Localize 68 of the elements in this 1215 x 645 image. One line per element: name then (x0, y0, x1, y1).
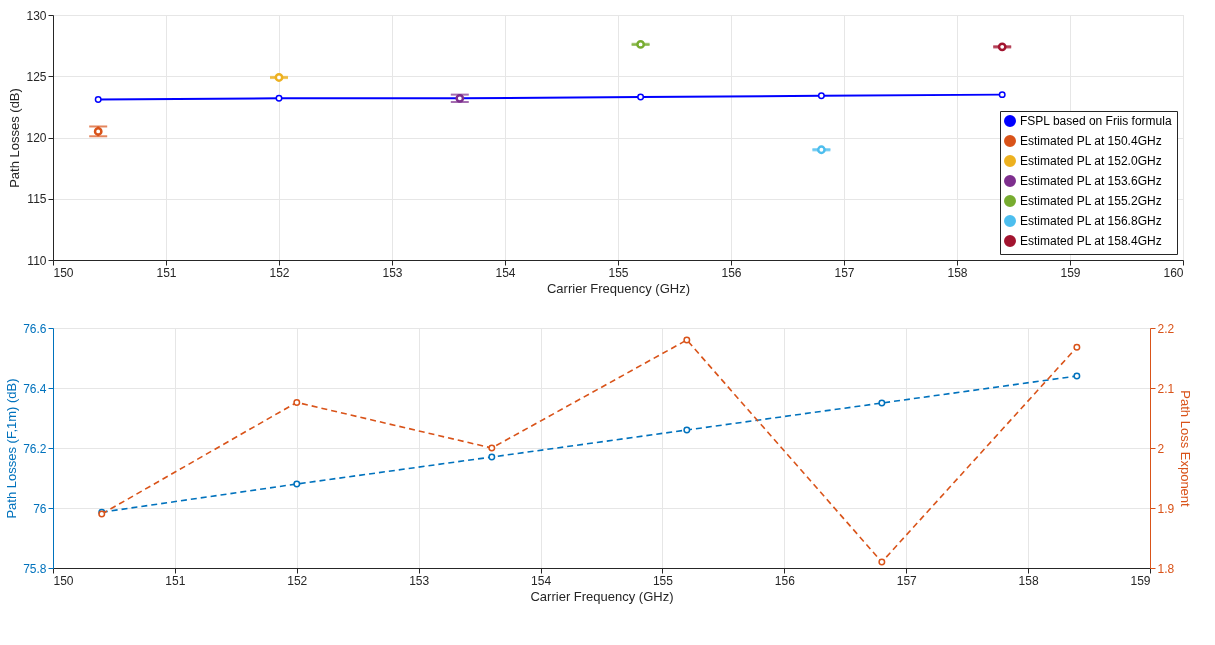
x-tick-label: 157 (834, 265, 855, 280)
x-tick-label: 159 (1130, 573, 1151, 588)
x-tick-label: 157 (896, 573, 918, 588)
point (488, 444, 496, 452)
legend-label: Estimated PL at 153.6GHz (1020, 174, 1162, 188)
y-tick-label: 76 (33, 501, 47, 516)
point (683, 426, 691, 434)
y2-tick-label: 2.2 (1157, 321, 1175, 336)
x-tick-label: 154 (531, 573, 552, 588)
point (1073, 343, 1081, 351)
legend-label: Estimated PL at 152.0GHz (1020, 154, 1162, 168)
x-tick-label: 151 (156, 265, 177, 280)
y-tick-label: 120 (26, 131, 47, 145)
y-tick-label: 130 (26, 8, 47, 23)
point (998, 91, 1006, 99)
y-tick-label: 75.8 (23, 561, 47, 576)
x-tick-label: 156 (721, 265, 742, 280)
point (636, 39, 646, 49)
y-tick-label: 115 (27, 192, 47, 207)
legend-label: Estimated PL at 150.4GHz (1020, 134, 1162, 148)
x-tick-label: 153 (409, 573, 430, 588)
x-tick-label: 151 (165, 573, 186, 588)
point (293, 480, 301, 488)
y-tick-label: 76.6 (23, 321, 47, 336)
y-axis-title: Path Losses (dB) (7, 88, 23, 188)
legend-label: FSPL based on Friis formula (1020, 114, 1172, 128)
x-tick-label: 155 (608, 265, 629, 280)
y-tick-label: 76.4 (23, 381, 47, 396)
y-tick-label: 76.2 (23, 441, 47, 456)
point (878, 558, 886, 566)
point (293, 398, 301, 406)
y-tick-label: 125 (26, 69, 47, 84)
x-tick-label: 155 (652, 573, 674, 588)
y2-tick-label: 2 (1157, 441, 1165, 456)
point (817, 92, 825, 100)
x-tick-label: 152 (269, 265, 290, 280)
x-tick-label: 158 (1018, 573, 1039, 588)
x-tick-label: 154 (495, 265, 516, 280)
x-axis-title: Carrier Frequency (GHz) (530, 588, 674, 604)
y-tick-label: 110 (27, 253, 47, 268)
point (683, 336, 691, 344)
x-tick-label: 160 (1163, 265, 1184, 280)
x-tick-label: 156 (774, 573, 796, 588)
x-tick-label: 153 (382, 265, 403, 280)
y2-tick-label: 1.8 (1157, 561, 1175, 576)
x-tick-label: 158 (947, 265, 968, 280)
point (637, 93, 645, 101)
x-axis-title: Carrier Frequency (GHz) (546, 280, 691, 296)
point (274, 73, 284, 82)
point (997, 42, 1007, 52)
legend-label: Estimated PL at 155.2GHz (1020, 194, 1162, 208)
y2-tick-label: 2.1 (1157, 381, 1175, 396)
x-tick-label: 150 (53, 265, 74, 280)
point (1073, 372, 1081, 380)
y-axis-title: Path Losses (F,1m) (dB) (4, 378, 20, 519)
point (488, 453, 496, 461)
point (816, 145, 826, 155)
point (878, 399, 886, 407)
point (94, 96, 102, 104)
x-tick-label: 150 (53, 573, 74, 588)
legend-label: Estimated PL at 156.8GHz (1020, 214, 1162, 228)
point (275, 94, 283, 102)
point (93, 126, 103, 136)
x-tick-label: 152 (287, 573, 308, 588)
y2-tick-label: 1.9 (1157, 501, 1175, 516)
y2-axis-title: Path Loss Exponent (1178, 390, 1194, 508)
legend-label: Estimated PL at 158.4GHz (1020, 234, 1162, 248)
x-tick-label: 159 (1060, 265, 1081, 280)
